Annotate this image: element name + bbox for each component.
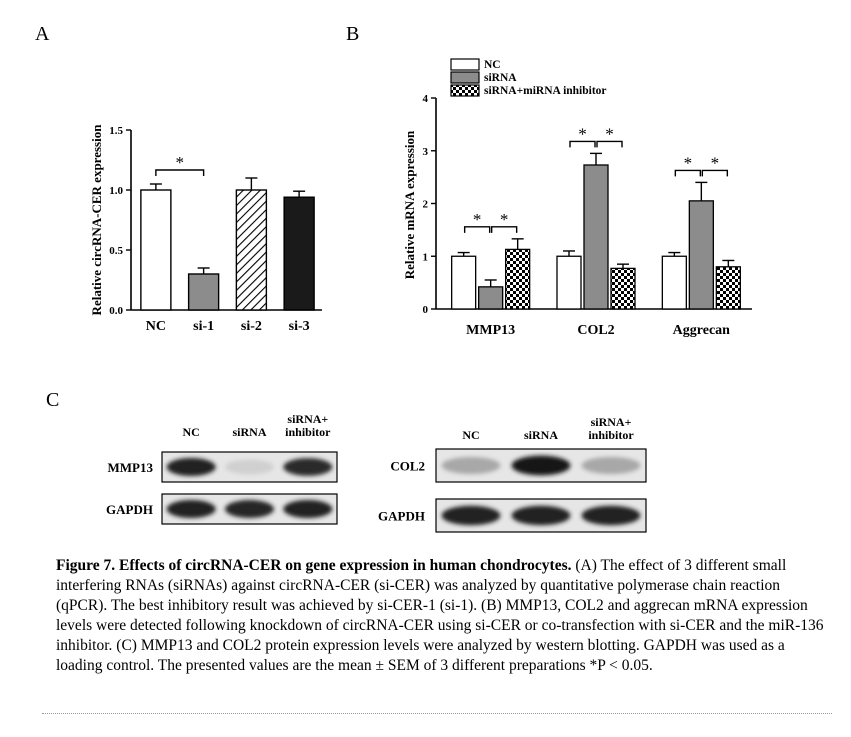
caption-body: (A) The effect of 3 different small inte…: [56, 557, 824, 674]
chart-a-significance-bracket: [155, 169, 205, 176]
chart-a-category-label: si-3: [289, 319, 310, 334]
chart-b-significance-bracket: [463, 226, 491, 233]
chart-a-ytick-label: 1.0: [109, 185, 123, 197]
panel-c-letter: C: [46, 389, 59, 411]
blot-band: [511, 455, 571, 476]
chart-a-category-label: si-2: [241, 319, 262, 334]
legend-label: siRNA: [484, 72, 517, 84]
lane-label: inhibitor: [588, 428, 634, 442]
chart-b-bar: [505, 248, 531, 310]
blot-band: [225, 459, 274, 475]
legend-label: NC: [484, 59, 501, 71]
chart-b-bar: [688, 200, 714, 310]
chart-b-bar: [451, 255, 477, 310]
chart-b-bar: [715, 266, 741, 310]
lane-label: inhibitor: [285, 425, 331, 439]
blot-row-label: GAPDH: [378, 509, 425, 524]
lane-label: NC: [182, 425, 199, 439]
lane-label: siRNA: [524, 428, 558, 442]
chart-a-ytick-label: 0.0: [109, 305, 123, 317]
lane-label: siRNA+: [287, 412, 328, 426]
chart-b-bar: [478, 286, 504, 310]
chart-b-ytick-label: 3: [423, 146, 429, 158]
blot-row-label: COL2: [390, 459, 425, 474]
legend-swatch: [450, 71, 480, 84]
panel-a-letter: A: [35, 23, 50, 45]
blot-band: [511, 505, 571, 526]
chart-b-significance-bracket: [490, 226, 518, 233]
chart-b-significance-bracket: [596, 140, 623, 148]
chart-a-bar-si-3: [283, 196, 315, 311]
chart-b-significance-label: *: [605, 124, 614, 143]
caption-title: Figure 7. Effects of circRNA-CER on gene…: [56, 557, 572, 574]
legend-label: siRNA+miRNA inhibitor: [484, 85, 607, 97]
blot-band: [283, 458, 333, 476]
chart-a-bar-si-1: [187, 273, 220, 311]
chart-b-bar: [610, 267, 636, 310]
chart-a-bar-NC: [140, 189, 172, 311]
chart-b-significance-label: *: [500, 210, 509, 229]
chart-b-ytick-label: 0: [423, 304, 429, 316]
blot-band: [441, 505, 501, 526]
chart-b-ytick-label: 2: [423, 199, 429, 211]
blot-row-label: GAPDH: [106, 502, 153, 517]
lane-label: siRNA+: [591, 415, 632, 429]
blot-band: [581, 456, 641, 475]
chart-a-ytick-label: 0.5: [109, 245, 123, 257]
chart-a-bar-si-2: [235, 189, 268, 311]
chart-a-ytick-label: 1.5: [109, 125, 123, 137]
chart-b-bar: [583, 164, 609, 310]
chart-b-significance-label: *: [684, 153, 693, 172]
blot-band: [283, 500, 333, 518]
chart-b-bar: [661, 255, 687, 310]
divider: [42, 713, 832, 714]
chart-b-ytick-label: 4: [423, 93, 429, 105]
chart-b-bar: [556, 255, 582, 310]
chart-b-significance-label: *: [578, 124, 587, 143]
blot-band: [225, 500, 274, 518]
chart-a: Relative circRNA-CER expression 0.0 0.5 1.…: [89, 124, 322, 334]
lane-label: NC: [462, 428, 479, 442]
chart-a-category-label: NC: [146, 319, 166, 334]
blot-row-label: MMP13: [108, 460, 154, 475]
chart-a-significance-label: *: [176, 153, 185, 172]
western-blot-2: NC siRNA siRNA+inhibitor COL2 GAPDH: [378, 415, 647, 533]
blot-band: [441, 456, 501, 475]
chart-b-category-label: MMP13: [466, 323, 515, 338]
chart-a-category-label: si-1: [193, 319, 214, 334]
blot-band: [166, 500, 216, 518]
western-blot-1: NC siRNA siRNA+inhibitor MMP13 GAPDH: [106, 412, 338, 525]
legend-swatch: [450, 84, 480, 97]
chart-b-category-label: COL2: [577, 323, 614, 338]
chart-b-ytick-label: 1: [423, 251, 429, 263]
blot-band: [166, 458, 216, 476]
chart-b: Relative mRNA expression 0 1 2 3 4 MMP13 COL2 A…: [402, 58, 752, 338]
blot-band: [581, 505, 641, 526]
chart-b-significance-bracket: [674, 169, 702, 177]
panel-b-letter: B: [346, 23, 359, 45]
lane-label: siRNA: [232, 425, 266, 439]
chart-b-significance-label: *: [711, 153, 720, 172]
legend-swatch: [450, 58, 480, 71]
chart-b-category-label: Aggrecan: [673, 323, 730, 338]
chart-b-significance-label: *: [473, 210, 482, 229]
chart-b-significance-bracket: [569, 140, 596, 148]
chart-b-ylabel: Relative mRNA expression: [402, 130, 417, 279]
chart-a-ylabel: Relative circRNA-CER expression: [89, 124, 104, 316]
figure-caption: Figure 7. Effects of circRNA-CER on gene…: [56, 556, 826, 676]
chart-b-significance-bracket: [701, 169, 729, 177]
